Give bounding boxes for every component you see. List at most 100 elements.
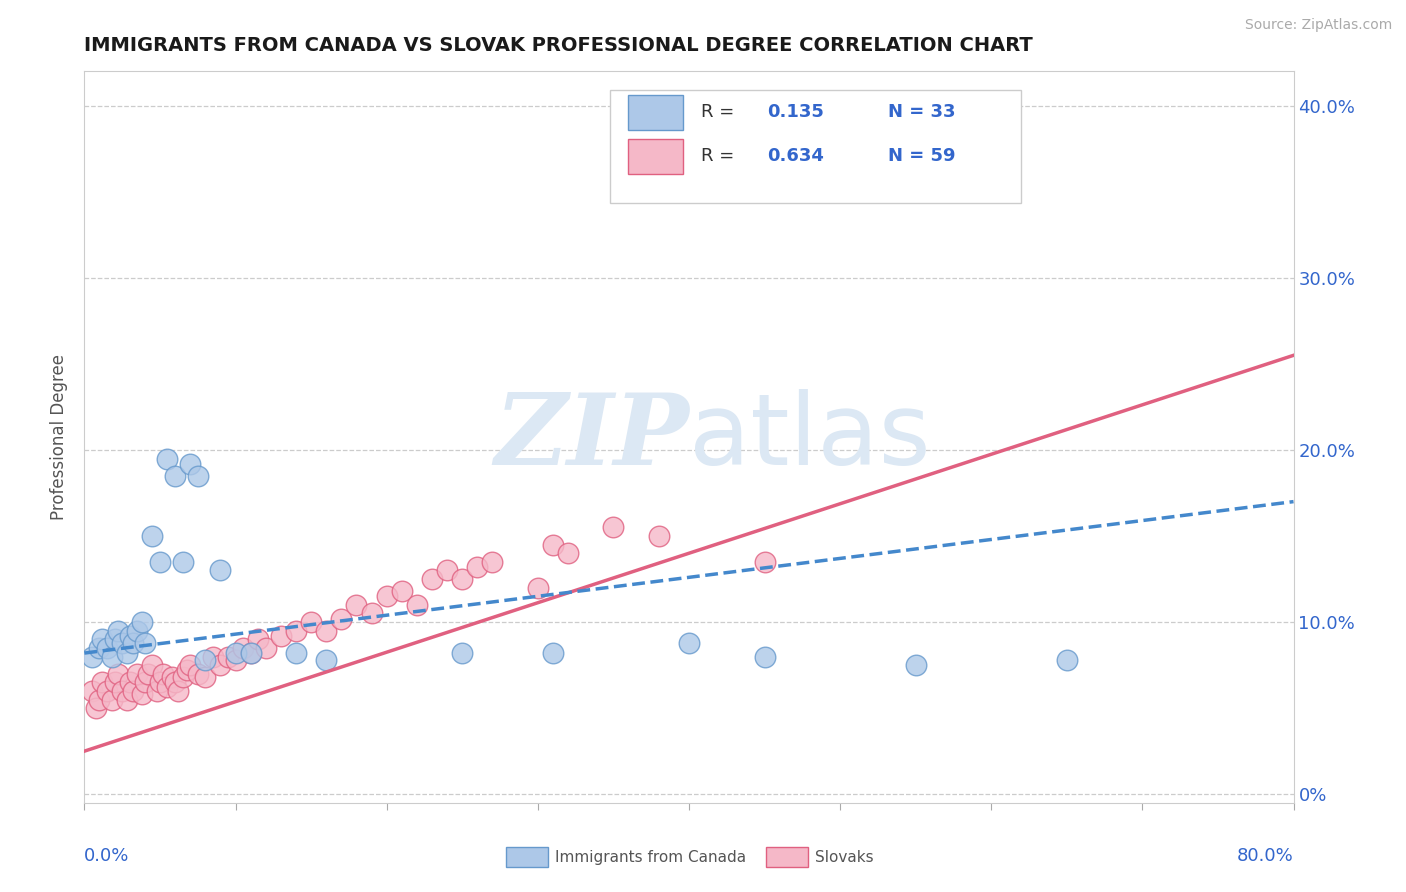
Point [239,646,262,660]
Point [121,636,143,650]
Point [127,666,149,681]
Point [285,646,308,660]
FancyBboxPatch shape [610,90,1022,203]
Point [91,632,114,647]
Point [156,451,179,466]
Point [451,572,474,586]
Point [134,636,156,650]
Point [118,675,141,690]
Point [149,555,172,569]
Point [270,629,292,643]
Point [201,649,224,664]
Point [134,675,156,690]
Point [209,658,232,673]
Text: 80.0%: 80.0% [1237,847,1294,864]
Point [121,684,143,698]
Point [136,666,159,681]
Point [420,572,443,586]
Point [111,636,134,650]
Point [118,629,141,643]
Point [648,529,671,543]
Point [96,684,118,698]
Text: Source: ZipAtlas.com: Source: ZipAtlas.com [1244,18,1392,32]
Point [557,546,579,560]
Point [89,640,111,655]
Point [481,555,503,569]
Point [107,624,129,638]
Point [146,684,169,698]
Point [179,457,201,471]
Point [754,649,776,664]
Text: R =: R = [702,147,740,165]
Point [346,598,368,612]
Text: 0.0%: 0.0% [84,847,129,864]
Text: N = 59: N = 59 [889,147,956,165]
Point [80,684,103,698]
Point [115,692,138,706]
Point [86,701,108,715]
Point [194,653,217,667]
Point [127,624,149,638]
Point [104,632,127,647]
Text: R =: R = [702,103,740,121]
Point [406,598,429,612]
Point [360,607,382,621]
Point [176,663,198,677]
Point [315,624,337,638]
Point [527,581,550,595]
Point [217,649,239,664]
Point [131,687,153,701]
Point [141,529,163,543]
Text: ZIP: ZIP [494,389,689,485]
Point [91,675,114,690]
Point [172,555,194,569]
Point [247,632,270,647]
Point [299,615,322,629]
Point [187,468,209,483]
Point [111,684,134,698]
Point [225,646,247,660]
Text: Immigrants from Canada: Immigrants from Canada [555,850,747,864]
FancyBboxPatch shape [628,138,683,174]
Text: 0.135: 0.135 [768,103,824,121]
Text: N = 33: N = 33 [889,103,956,121]
Point [149,675,172,690]
Point [225,653,247,667]
Point [678,636,700,650]
Point [100,649,122,664]
Point [179,658,201,673]
Point [451,646,474,660]
Point [285,624,308,638]
Point [1056,653,1078,667]
Point [678,168,700,182]
Point [167,684,190,698]
Point [80,649,103,664]
FancyBboxPatch shape [628,95,683,130]
Point [172,670,194,684]
Text: Slovaks: Slovaks [815,850,875,864]
Point [131,615,153,629]
Point [330,612,353,626]
Point [187,666,209,681]
Point [141,658,163,673]
Text: IMMIGRANTS FROM CANADA VS SLOVAK PROFESSIONAL DEGREE CORRELATION CHART: IMMIGRANTS FROM CANADA VS SLOVAK PROFESS… [84,36,1033,54]
Text: 0.634: 0.634 [768,147,824,165]
Point [239,646,262,660]
Point [209,564,232,578]
Point [160,670,183,684]
Point [107,666,129,681]
Point [165,468,187,483]
Point [541,538,564,552]
Point [165,675,187,690]
Point [754,555,776,569]
Point [89,692,111,706]
Point [467,560,489,574]
Point [254,640,277,655]
Point [100,692,122,706]
Text: atlas: atlas [689,389,931,485]
Y-axis label: Professional Degree: Professional Degree [51,354,69,520]
Point [391,584,413,599]
Point [375,589,398,603]
Point [194,670,217,684]
Point [104,675,127,690]
